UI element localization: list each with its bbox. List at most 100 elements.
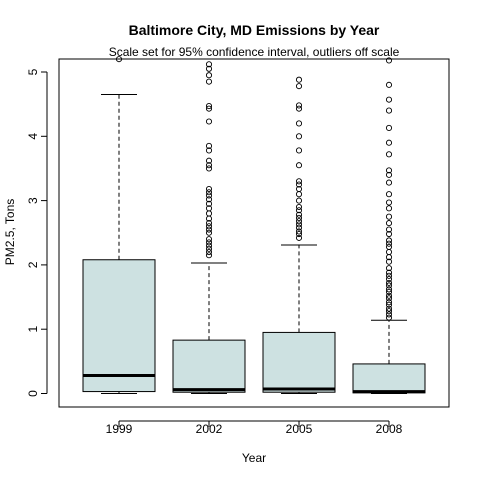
- outlier-point: [385, 199, 393, 206]
- y-axis-label: PM2.5, Tons: [3, 199, 17, 265]
- outlier-point: [205, 226, 213, 233]
- box-2005: [262, 76, 336, 394]
- y-tick-label: 0: [26, 390, 40, 397]
- outlier-point: [205, 185, 213, 193]
- y-tick-label: 3: [26, 197, 40, 204]
- boxes-group: [82, 56, 426, 394]
- outlier-point: [295, 234, 303, 241]
- outlier-point: [205, 103, 213, 110]
- iqr-box: [352, 363, 426, 394]
- outlier-point: [385, 282, 393, 289]
- outlier-point: [205, 220, 213, 227]
- outlier-point: [295, 218, 303, 225]
- x-axis: 1999 2002 2005 2008: [106, 420, 403, 436]
- outlier-point: [385, 191, 393, 198]
- outlier-point: [385, 107, 393, 114]
- outlier-point: [385, 292, 393, 299]
- outlier-point: [205, 157, 213, 164]
- outlier-point: [295, 228, 303, 235]
- x-tick-label: 2005: [286, 422, 313, 436]
- outlier-point: [385, 272, 393, 279]
- outlier-point: [295, 207, 303, 214]
- outlier-point: [295, 181, 303, 188]
- outlier-point: [295, 211, 303, 218]
- outlier-point: [385, 305, 393, 312]
- outlier-point: [205, 65, 213, 72]
- iqr-box: [262, 331, 336, 393]
- outlier-point: [385, 237, 393, 244]
- outlier-point: [205, 165, 213, 172]
- outlier-point: [295, 221, 303, 228]
- outlier-point: [205, 78, 213, 85]
- outlier-point: [205, 61, 213, 68]
- x-tick-label: 1999: [106, 422, 133, 436]
- outlier-point: [385, 81, 393, 88]
- plot-frame: [58, 58, 450, 408]
- outlier-point: [295, 178, 303, 185]
- outlier-point: [385, 220, 393, 227]
- outlier-point: [205, 162, 213, 169]
- outlier-point: [295, 230, 303, 238]
- outlier-point: [385, 171, 393, 178]
- outlier-point: [385, 205, 393, 212]
- outlier-point: [385, 265, 393, 272]
- outlier-point: [205, 105, 213, 112]
- outlier-point: [295, 203, 303, 211]
- outlier-point: [385, 96, 393, 103]
- outlier-point: [205, 248, 213, 256]
- outlier-point: [385, 248, 393, 256]
- x-tick-label: 2008: [376, 422, 403, 436]
- outlier-point: [385, 179, 393, 186]
- outlier-point: [295, 191, 303, 198]
- outlier-point: [385, 230, 393, 238]
- iqr-box: [172, 339, 246, 393]
- outlier-point: [205, 196, 213, 203]
- outlier-point: [385, 167, 393, 174]
- outlier-point: [205, 239, 213, 246]
- outlier-point: [295, 162, 303, 169]
- x-axis-label: Year: [242, 451, 266, 465]
- y-tick-label: 5: [26, 68, 40, 75]
- outlier-point: [295, 147, 303, 154]
- outlier-point: [205, 229, 213, 236]
- outlier-point: [205, 147, 213, 154]
- outlier-point: [385, 301, 393, 308]
- outlier-point: [295, 120, 303, 127]
- box-2008: [352, 57, 426, 394]
- outlier-point: [295, 105, 303, 112]
- outlier-point: [205, 192, 213, 199]
- outlier-point: [205, 236, 213, 243]
- outlier-point: [205, 189, 213, 196]
- outlier-point: [205, 205, 213, 212]
- outlier-point: [385, 314, 393, 321]
- outlier-point: [295, 83, 303, 90]
- outlier-point: [385, 213, 393, 220]
- outlier-point: [205, 252, 213, 259]
- outlier-point: [385, 295, 393, 302]
- outlier-point: [385, 243, 393, 250]
- y-tick-label: 4: [26, 133, 40, 140]
- outlier-point: [295, 197, 303, 204]
- outlier-point: [205, 245, 213, 252]
- box-1999: [82, 56, 156, 394]
- outlier-point: [205, 223, 213, 230]
- chart-subtitle: Scale set for 95% confidence interval, o…: [109, 45, 400, 59]
- outlier-point: [385, 124, 393, 131]
- outlier-point: [205, 200, 213, 207]
- outlier-point: [205, 118, 213, 125]
- outlier-point: [295, 76, 303, 83]
- chart-title: Baltimore City, MD Emissions by Year: [129, 22, 380, 38]
- outlier-point: [385, 226, 393, 233]
- outlier-point: [295, 102, 303, 109]
- outlier-point: [295, 185, 303, 193]
- outlier-point: [205, 142, 213, 149]
- x-tick-label: 2002: [196, 422, 223, 436]
- outlier-point: [385, 269, 393, 276]
- outlier-point: [385, 279, 393, 286]
- outlier-point: [295, 214, 303, 222]
- outlier-point: [385, 311, 393, 318]
- outlier-point: [385, 299, 393, 306]
- outlier-point: [385, 139, 393, 146]
- outlier-point: [205, 72, 213, 79]
- outlier-point: [205, 210, 213, 217]
